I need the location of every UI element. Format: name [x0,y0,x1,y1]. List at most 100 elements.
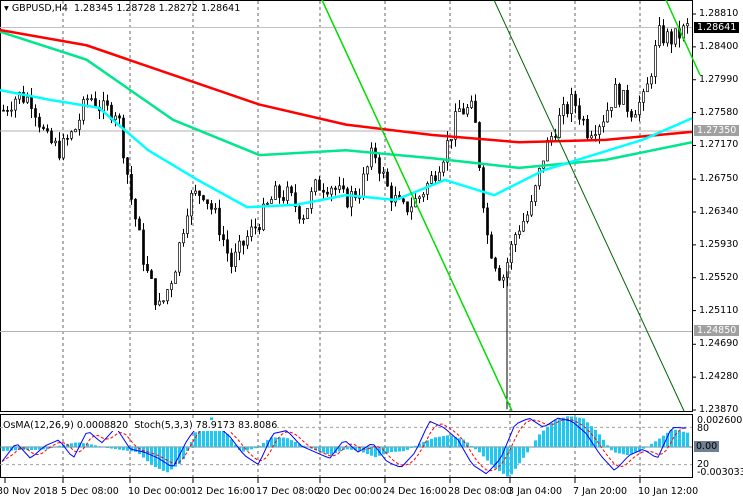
osma-bar [622,447,625,455]
osma-bar [554,420,557,447]
candle-body [78,119,81,130]
osma-bar [210,417,213,447]
osma-bar [374,447,377,458]
osma-bar [418,443,421,447]
candle-body [626,90,629,112]
candle-body [630,111,633,118]
osma-bar [626,447,629,456]
time-axis-label: 12 Dec 16:00 [191,486,255,497]
candle-body [38,116,41,128]
osma-bar [662,435,665,447]
osma-bar [318,447,321,452]
candle-body [178,242,181,273]
osma-bar [462,439,465,447]
osma-bar [506,447,509,477]
candle-body [554,136,557,138]
osma-bar [98,446,101,447]
osma-bar [34,447,37,450]
osma-bar [266,440,269,447]
candle-body [338,185,341,190]
candle-body [402,198,405,203]
candle-body [594,134,597,137]
candle-body [362,173,365,198]
osma-bar [586,422,589,447]
candle-body [574,94,577,107]
candle-body [322,189,325,193]
candle-body [426,183,429,195]
time-axis-label: 10 Jan 12:00 [638,486,699,497]
osma-bar [442,436,445,447]
candle-body [34,108,37,118]
candle-body [450,139,453,141]
candle-body [74,129,77,133]
candle-body [102,100,105,112]
osma-bar [482,447,485,457]
osma-bar [422,441,425,447]
candle-body [26,96,29,103]
candle-body [130,174,133,200]
candle-body [570,94,573,114]
osma-bar [398,447,401,452]
osma-bar [630,447,633,454]
candle-body [478,122,481,169]
osma-bar [262,442,265,447]
osma-bar [502,447,505,474]
candle-body [166,289,169,302]
osma-bar [150,447,153,465]
candle-body [578,105,581,120]
candle-body [598,126,601,135]
collapse-arrow-icon[interactable]: ▾ [4,3,9,14]
osma-bar [394,447,397,452]
osma-bar [522,447,525,458]
osma-bar [118,447,121,450]
candle-body [562,104,565,116]
candle-body [474,100,477,123]
candle-body [2,109,5,112]
osma-bar [438,436,441,447]
candle-body [66,138,69,140]
osma-bar [510,447,513,475]
osma-bar [174,447,177,467]
candle-body [314,179,317,193]
price-axis-label: 1.24690 [699,338,739,350]
candle-body [46,128,49,132]
time-axis-label: 3 Jan 04:00 [508,486,563,497]
candle-body [634,114,637,118]
osma-bar [614,447,617,453]
candle-body [494,257,497,269]
candle-body [210,203,213,210]
osma-bar [634,447,637,453]
osma-bar [566,416,569,447]
osma-bar [322,447,325,453]
candle-body [182,233,185,244]
candle-body [86,98,89,101]
candle-body [126,157,129,175]
candle-body [382,171,385,174]
chart-header: ▾ GBPUSD,H4 1.28345 1.28728 1.28272 1.28… [4,3,240,14]
candle-body [614,83,617,108]
osma-bar [650,443,653,447]
osma-bar [182,447,185,460]
osma-bar [550,422,553,447]
osma-bar [674,429,677,447]
candle-body [606,110,609,123]
osma-bar [610,447,613,451]
candle-body [186,215,189,234]
moving-average-red [0,28,693,144]
candle-body [162,300,165,303]
osma-bar [434,437,437,447]
osma-bar [198,426,201,447]
candle-body [214,207,217,210]
osma-bar [218,425,221,447]
osma-bar [546,426,549,447]
candle-body [538,167,541,187]
osma-bar [2,447,5,452]
candle-body [650,76,653,85]
candle-body [350,191,353,208]
osma-bar [166,447,169,473]
candle-body [246,236,249,246]
osma-bar [578,417,581,447]
price-axis-label: 1.27170 [699,139,739,151]
osma-bar [430,438,433,447]
